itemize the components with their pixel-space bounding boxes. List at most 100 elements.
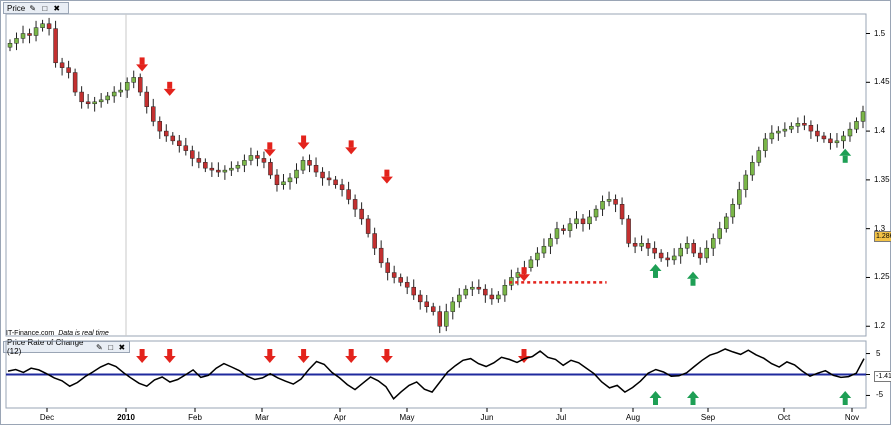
price-down-arrow (263, 142, 276, 157)
candle-body (437, 311, 443, 327)
candle-body (378, 247, 384, 264)
x-tick-label: Mar (255, 413, 269, 422)
candle-body (528, 259, 534, 268)
candle-body (684, 243, 690, 249)
price-down-arrow (380, 169, 393, 184)
candle-body (632, 243, 638, 247)
x-tick-label: Nov (844, 413, 860, 422)
roc-pane-header: Price Rate of Change (12) ✎ □ ✖ (3, 338, 130, 356)
data-credit: IT-Finance.com Data is real time (6, 330, 109, 337)
candle-body (834, 140, 840, 144)
price-pane (5, 13, 867, 337)
candle-body (294, 169, 299, 179)
x-tick-label: Sep (700, 413, 716, 422)
candle-body (281, 181, 286, 186)
price-down-arrow (297, 135, 310, 150)
price-down-arrow (136, 57, 149, 72)
candle-body (131, 77, 136, 83)
candle-body (600, 201, 605, 210)
price-last-tag: 1.286 (874, 231, 891, 242)
candle-body (639, 243, 644, 247)
candle-body (483, 288, 488, 296)
x-tick-label: Jul (555, 413, 567, 422)
roc-up-arrow (649, 391, 662, 405)
candle-body (72, 72, 78, 93)
candle-body (98, 99, 104, 103)
maximize-icon[interactable]: □ (42, 3, 48, 13)
candle-body (40, 23, 45, 28)
candle-body (385, 262, 390, 273)
candle-body (444, 311, 449, 327)
roc-down-arrow (163, 349, 176, 363)
candle-body (261, 158, 267, 163)
candle-body (580, 218, 586, 225)
candle-body (164, 130, 169, 137)
candle-body (118, 89, 123, 93)
candle-body (177, 140, 182, 146)
roc-down-arrow (263, 349, 276, 363)
candle-body (339, 184, 345, 190)
candle-body (248, 155, 254, 161)
candle-body (619, 204, 625, 220)
price-up-arrow (649, 263, 662, 278)
candle-body (151, 106, 156, 122)
candle-body (46, 23, 52, 29)
credit-note: Data is real time (58, 330, 109, 337)
x-tick-label: 2010 (117, 413, 135, 422)
candle-body (710, 238, 716, 249)
price-y-tick-label: 1.35 (874, 174, 890, 184)
close-icon[interactable]: ✖ (118, 342, 126, 352)
candle-body (704, 247, 709, 259)
candle-body (561, 228, 566, 231)
candle-body (222, 169, 228, 173)
candle-body (365, 218, 371, 234)
candle-body (789, 125, 794, 130)
price-down-arrow (518, 267, 530, 282)
candle-body (470, 286, 475, 290)
candle-body (268, 162, 273, 176)
roc-down-arrow (297, 349, 310, 363)
candle-body (808, 124, 814, 132)
candle-body (587, 216, 592, 225)
candle-body (346, 189, 351, 200)
price-y-tick-label: 1.4 (874, 126, 886, 136)
candle-body (737, 189, 742, 205)
candle-body (802, 123, 807, 126)
candle-body (743, 174, 749, 190)
candle-body (756, 150, 762, 163)
x-tick-label: Aug (625, 413, 641, 422)
candle-body (417, 294, 423, 303)
candle-body (847, 128, 853, 137)
maximize-icon[interactable]: □ (108, 342, 114, 352)
candle-body (216, 169, 221, 173)
roc-last-tag: -1.41 (874, 371, 891, 382)
candle-body (828, 138, 833, 144)
roc-y-tick-label: -5 (876, 390, 884, 400)
price-y-tick-label: 1.2 (874, 321, 886, 331)
candle-body (203, 162, 208, 169)
candle-body (20, 33, 26, 39)
candle-body (14, 38, 19, 44)
roc-down-arrow (380, 349, 393, 363)
wrench-icon[interactable]: ✎ (96, 342, 103, 352)
x-tick-label: Feb (188, 413, 202, 422)
close-icon[interactable]: ✖ (53, 3, 61, 13)
wrench-icon[interactable]: ✎ (29, 3, 37, 13)
candle-body (502, 285, 508, 296)
candle-body (359, 208, 364, 220)
candle-body (144, 91, 149, 107)
candle-body (606, 199, 612, 202)
candle-body (476, 286, 482, 290)
x-tick-label: Jun (480, 413, 494, 422)
candle-body (352, 199, 358, 210)
candle-body (79, 91, 84, 103)
candle-body (691, 243, 696, 254)
roc-pane-title: Price Rate of Change (12) (7, 338, 84, 356)
x-tick-label: May (399, 413, 415, 422)
candle-body (398, 277, 403, 283)
candle-body (137, 77, 143, 93)
candle-body (313, 164, 319, 173)
price-y-tick-label: 1.25 (874, 272, 890, 282)
candle-body (554, 228, 560, 239)
